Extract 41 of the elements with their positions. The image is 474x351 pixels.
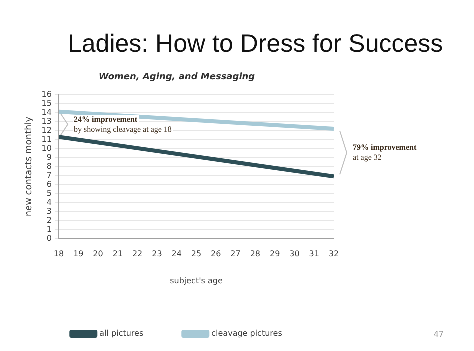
chart-title: Ladies: How to Dress for Success [68,30,444,59]
x-tick-label: 19 [74,250,84,259]
y-tick-label: 15 [42,98,52,108]
x-tick-label: 21 [112,250,124,259]
y-tick-label: 6 [46,180,52,189]
y-tick-label: 12 [42,126,52,135]
y-tick-label: 9 [46,152,52,162]
y-tick-label: 3 [46,206,52,216]
x-tick-label: 29 [270,250,280,259]
y-tick-label: 13 [42,116,52,126]
x-axis-title: subject's age [170,276,223,286]
x-tick-label: 24 [172,250,182,259]
y-tick-label: 10 [42,144,52,153]
y-axis-title: new contacts monthly [24,116,35,217]
x-tick-label: 28 [250,250,261,259]
y-tick-label: 0 [46,234,52,243]
text: 47 [434,330,444,339]
y-tick-label: 4 [46,198,52,207]
y-tick-label: 14 [42,108,52,117]
y-tick-label: 16 [42,90,52,99]
x-tick-label: 31 [309,250,320,259]
x-tick-label: 23 [152,250,162,259]
y-tick-label: 2 [46,216,52,225]
x-tick-label: 22 [132,250,143,259]
chart-subtitle: Women, Aging, and Messaging [98,72,256,83]
y-tick-label: 1 [46,224,52,234]
y-tick-label: 11 [42,134,52,144]
legend-label: cleavage pictures [212,329,282,338]
x-tick-label: 30 [290,250,300,259]
text: 79% improvement at age 32 [352,142,418,163]
y-tick-label: 7 [46,170,52,180]
x-tick-label: 18 [54,250,64,259]
y-tick-label: 8 [46,162,52,171]
legend-label: all pictures [100,329,144,338]
x-tick-label: 26 [211,250,222,259]
y-tick-label: 5 [46,188,52,198]
x-tick-label: 20 [93,250,104,259]
annotation: 24% improvement by showing cleavage at age 18 [72,114,173,134]
x-tick-label: 25 [191,250,202,259]
x-tick-label: 32 [328,250,340,259]
x-tick-label: 27 [230,250,241,259]
